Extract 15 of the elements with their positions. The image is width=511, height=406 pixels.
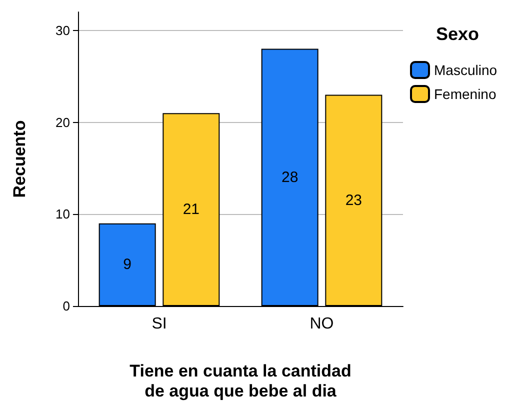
data-label: 23 — [345, 192, 362, 209]
x-axis-title: Tiene en cuanta la cantidad de agua que bebe al dia — [130, 362, 352, 400]
y-tick-label: 20 — [56, 114, 70, 130]
data-label: 9 — [123, 256, 132, 274]
data-label: 28 — [281, 168, 298, 186]
y-axis-title: Recuento — [10, 120, 29, 198]
y-tick-label: 30 — [56, 22, 70, 38]
data-label: 21 — [182, 201, 200, 218]
y-tick-label: 10 — [56, 206, 70, 222]
legend-title: Sexo — [436, 24, 480, 44]
legend-label: Femenino — [434, 86, 496, 102]
x-tick-label: NO — [310, 316, 334, 332]
x-tick-label: SI — [152, 316, 167, 332]
legend-label: Masculino — [434, 62, 498, 78]
y-tick-label: 0 — [62, 298, 70, 314]
